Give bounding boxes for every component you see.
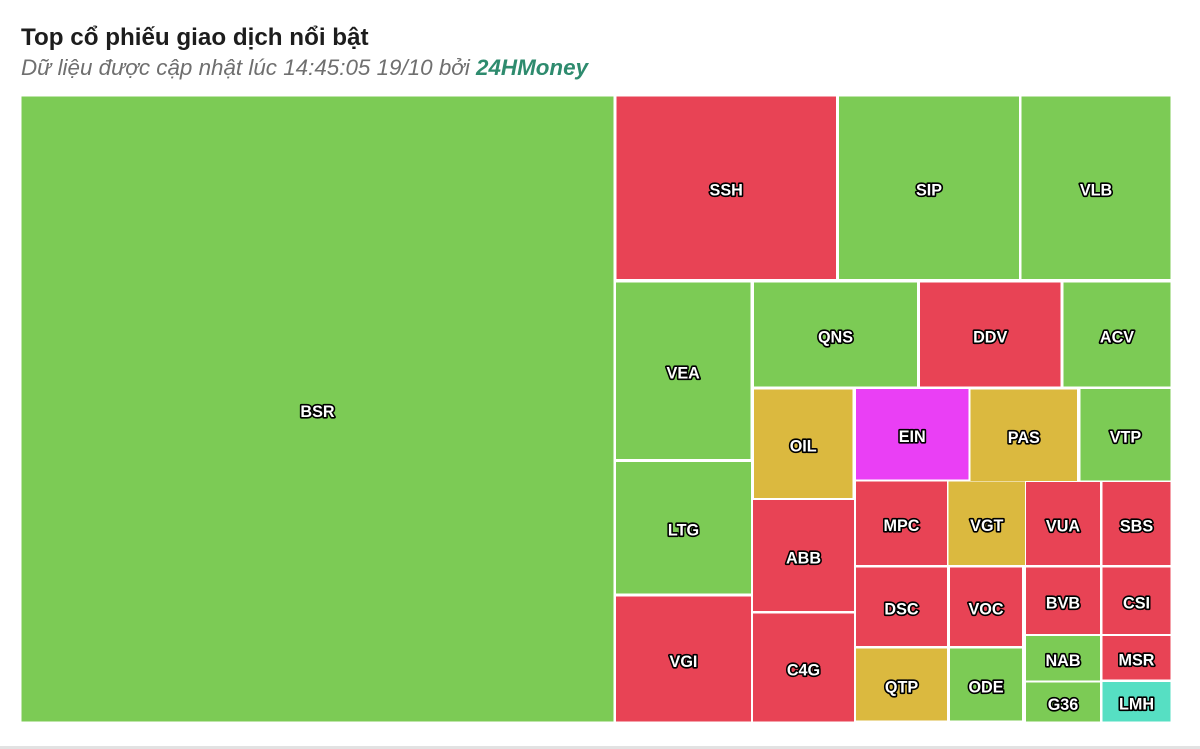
svg-text:SIP: SIP: [916, 182, 942, 200]
svg-text:EIN: EIN: [899, 428, 926, 446]
svg-text:ACV: ACV: [1100, 328, 1134, 346]
svg-text:VGI: VGI: [670, 653, 698, 671]
svg-text:OIL: OIL: [790, 438, 817, 456]
svg-text:MPC: MPC: [884, 517, 920, 535]
svg-text:ODE: ODE: [968, 678, 1003, 696]
svg-text:SBS: SBS: [1120, 517, 1153, 535]
svg-text:DDV: DDV: [973, 328, 1007, 346]
svg-text:ABB: ABB: [786, 549, 821, 567]
svg-text:MSR: MSR: [1119, 652, 1155, 670]
svg-text:VGT: VGT: [970, 517, 1003, 535]
svg-text:BSR: BSR: [300, 403, 334, 421]
svg-text:BVB: BVB: [1046, 595, 1080, 613]
svg-text:VUA: VUA: [1046, 517, 1080, 535]
svg-text:VTP: VTP: [1110, 429, 1142, 447]
svg-text:LMH: LMH: [1119, 696, 1154, 714]
svg-text:VOC: VOC: [968, 601, 1003, 619]
svg-text:VEA: VEA: [667, 365, 701, 383]
svg-text:G36: G36: [1048, 696, 1079, 714]
svg-text:LTG: LTG: [668, 522, 699, 540]
svg-text:SSH: SSH: [710, 182, 743, 200]
svg-text:QNS: QNS: [818, 328, 853, 346]
svg-text:NAB: NAB: [1045, 652, 1080, 670]
svg-text:PAS: PAS: [1008, 429, 1040, 447]
svg-text:DSC: DSC: [884, 601, 918, 619]
svg-text:VLB: VLB: [1080, 182, 1112, 200]
svg-text:CSI: CSI: [1123, 595, 1150, 613]
svg-text:QTP: QTP: [885, 678, 918, 696]
svg-text:C4G: C4G: [787, 661, 820, 679]
